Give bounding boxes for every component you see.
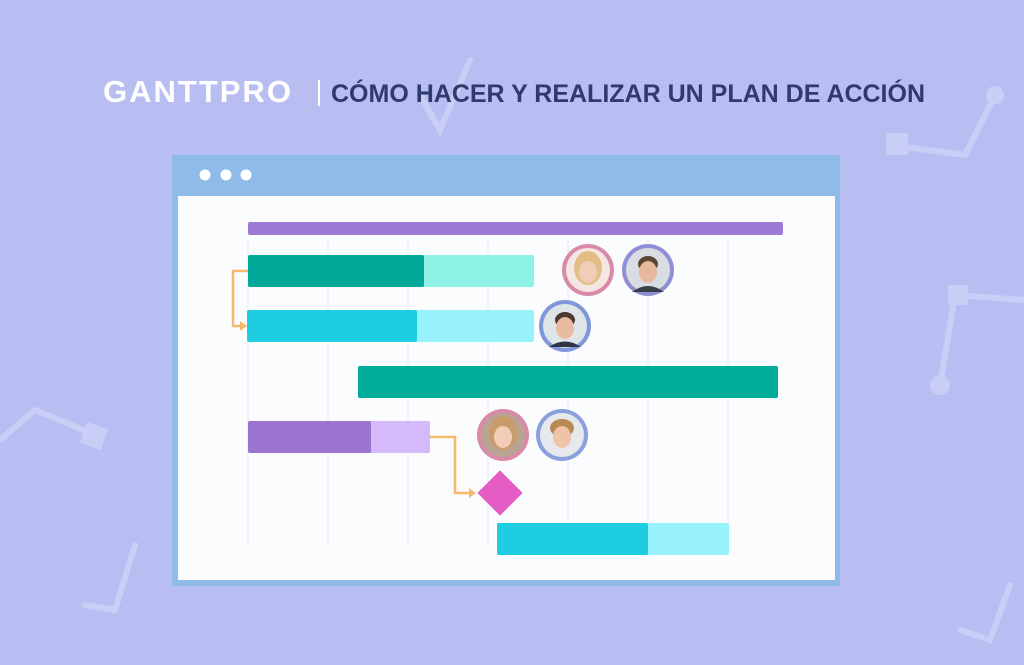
logo: GANTTPRO [103,74,293,109]
avatar [622,244,674,296]
avatar [477,409,529,461]
gantt-bars [247,222,783,555]
avatar [536,409,588,461]
window-dots [199,169,252,181]
avatars [477,244,674,461]
title: CÓMO HACER Y REALIZAR UN PLAN DE ACCIÓN [331,78,925,108]
avatar [562,244,614,296]
dependency-arrows [231,269,470,495]
avatar [539,300,591,352]
decoration-dots [79,86,1004,451]
arrow-heads [240,321,476,498]
